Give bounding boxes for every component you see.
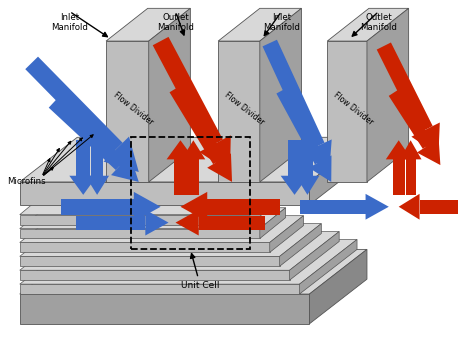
Polygon shape bbox=[20, 216, 303, 243]
Polygon shape bbox=[250, 200, 268, 225]
Polygon shape bbox=[20, 215, 250, 225]
Polygon shape bbox=[218, 8, 301, 41]
Polygon shape bbox=[91, 140, 103, 176]
Polygon shape bbox=[20, 256, 280, 266]
Polygon shape bbox=[300, 200, 365, 214]
Polygon shape bbox=[173, 159, 187, 195]
Polygon shape bbox=[386, 140, 411, 159]
Polygon shape bbox=[276, 88, 325, 164]
Polygon shape bbox=[76, 216, 146, 230]
Polygon shape bbox=[20, 243, 270, 252]
Text: Flow Divider: Flow Divider bbox=[332, 90, 374, 127]
Polygon shape bbox=[106, 41, 149, 182]
Text: Unit Cell: Unit Cell bbox=[181, 254, 219, 290]
Polygon shape bbox=[49, 98, 125, 170]
Polygon shape bbox=[310, 137, 367, 205]
Polygon shape bbox=[20, 239, 357, 284]
Polygon shape bbox=[417, 139, 440, 165]
Polygon shape bbox=[419, 200, 458, 214]
Polygon shape bbox=[103, 136, 139, 172]
Polygon shape bbox=[149, 8, 191, 182]
Polygon shape bbox=[146, 210, 169, 236]
Polygon shape bbox=[389, 90, 433, 149]
Polygon shape bbox=[310, 250, 367, 324]
Polygon shape bbox=[393, 159, 405, 195]
Polygon shape bbox=[290, 232, 339, 280]
Polygon shape bbox=[303, 139, 332, 172]
Polygon shape bbox=[301, 140, 313, 176]
Text: Outlet
Manifold: Outlet Manifold bbox=[157, 13, 194, 32]
Polygon shape bbox=[20, 208, 286, 229]
Polygon shape bbox=[187, 159, 199, 195]
Polygon shape bbox=[327, 41, 367, 182]
Text: Inlet
Manifold: Inlet Manifold bbox=[263, 13, 300, 32]
Polygon shape bbox=[85, 176, 109, 195]
Polygon shape bbox=[270, 216, 303, 252]
Polygon shape bbox=[377, 42, 433, 133]
Polygon shape bbox=[199, 135, 231, 172]
Text: Flow Divider: Flow Divider bbox=[222, 90, 265, 127]
Polygon shape bbox=[399, 194, 419, 220]
Polygon shape bbox=[69, 176, 97, 195]
Polygon shape bbox=[20, 270, 290, 280]
Polygon shape bbox=[25, 57, 123, 155]
Polygon shape bbox=[327, 8, 409, 41]
Polygon shape bbox=[411, 122, 440, 155]
Polygon shape bbox=[106, 8, 191, 41]
Text: Outlet
Manifold: Outlet Manifold bbox=[360, 13, 397, 32]
Polygon shape bbox=[20, 182, 310, 205]
Polygon shape bbox=[263, 40, 325, 149]
Polygon shape bbox=[20, 284, 300, 294]
Polygon shape bbox=[76, 140, 90, 176]
Polygon shape bbox=[207, 199, 280, 215]
Polygon shape bbox=[207, 153, 232, 182]
Polygon shape bbox=[166, 140, 194, 159]
Polygon shape bbox=[400, 140, 421, 159]
Polygon shape bbox=[20, 250, 367, 294]
Polygon shape bbox=[153, 37, 223, 148]
Polygon shape bbox=[260, 8, 301, 182]
Polygon shape bbox=[182, 140, 205, 159]
Polygon shape bbox=[309, 155, 331, 182]
Polygon shape bbox=[181, 192, 207, 222]
Polygon shape bbox=[365, 194, 389, 220]
Polygon shape bbox=[288, 140, 301, 176]
Polygon shape bbox=[175, 210, 199, 236]
Text: Inlet
Manifold: Inlet Manifold bbox=[51, 13, 88, 32]
Polygon shape bbox=[134, 192, 161, 222]
Polygon shape bbox=[20, 229, 260, 238]
Polygon shape bbox=[280, 224, 321, 266]
Text: Microfins: Microfins bbox=[7, 177, 46, 187]
Text: Flow Divider: Flow Divider bbox=[111, 90, 155, 127]
Polygon shape bbox=[111, 155, 139, 182]
Polygon shape bbox=[20, 137, 367, 182]
Polygon shape bbox=[367, 8, 409, 182]
Polygon shape bbox=[20, 200, 268, 215]
Polygon shape bbox=[295, 176, 319, 195]
Polygon shape bbox=[20, 232, 339, 270]
Polygon shape bbox=[199, 216, 265, 230]
Polygon shape bbox=[218, 41, 260, 182]
Polygon shape bbox=[300, 239, 357, 294]
Polygon shape bbox=[20, 294, 310, 324]
Polygon shape bbox=[170, 85, 225, 164]
Polygon shape bbox=[406, 159, 416, 195]
Polygon shape bbox=[260, 208, 286, 238]
Polygon shape bbox=[62, 199, 134, 215]
Polygon shape bbox=[20, 224, 321, 256]
Polygon shape bbox=[281, 176, 309, 195]
